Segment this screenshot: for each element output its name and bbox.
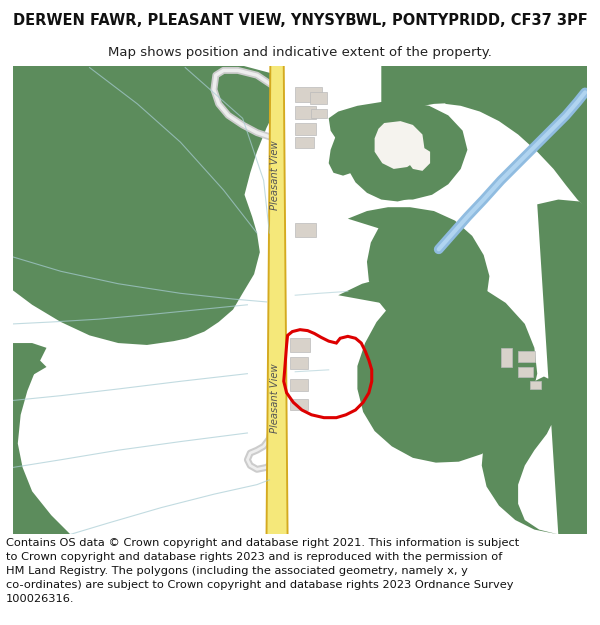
Bar (295, 224, 316, 237)
Text: Pleasant View: Pleasant View (270, 141, 280, 211)
Bar (290, 357, 308, 369)
Polygon shape (482, 199, 587, 534)
Polygon shape (329, 102, 467, 199)
Polygon shape (346, 106, 458, 201)
Polygon shape (13, 357, 46, 381)
Bar (518, 351, 535, 362)
Bar (295, 123, 316, 134)
Polygon shape (443, 66, 587, 209)
Bar (290, 379, 308, 391)
Bar (530, 381, 541, 389)
Polygon shape (329, 109, 386, 176)
Polygon shape (13, 343, 70, 534)
Text: Map shows position and indicative extent of the property.: Map shows position and indicative extent… (108, 46, 492, 59)
Bar (518, 367, 533, 376)
Bar (310, 92, 327, 104)
Polygon shape (382, 66, 587, 190)
Bar (290, 338, 310, 352)
Polygon shape (374, 121, 424, 169)
Polygon shape (13, 66, 281, 345)
Text: Contains OS data © Crown copyright and database right 2021. This information is : Contains OS data © Crown copyright and d… (6, 538, 519, 604)
Polygon shape (338, 274, 537, 462)
Bar (290, 399, 308, 410)
Polygon shape (268, 66, 287, 534)
Polygon shape (407, 147, 430, 171)
Text: DERWEN FAWR, PLEASANT VIEW, YNYSYBWL, PONTYPRIDD, CF37 3PF: DERWEN FAWR, PLEASANT VIEW, YNYSYBWL, PO… (13, 13, 587, 28)
Text: Pleasant View: Pleasant View (270, 364, 280, 433)
Polygon shape (348, 208, 490, 332)
Bar (295, 87, 322, 102)
Bar (295, 106, 316, 119)
Bar (311, 109, 327, 118)
Polygon shape (266, 66, 289, 534)
Bar (501, 348, 512, 367)
Bar (295, 138, 314, 148)
